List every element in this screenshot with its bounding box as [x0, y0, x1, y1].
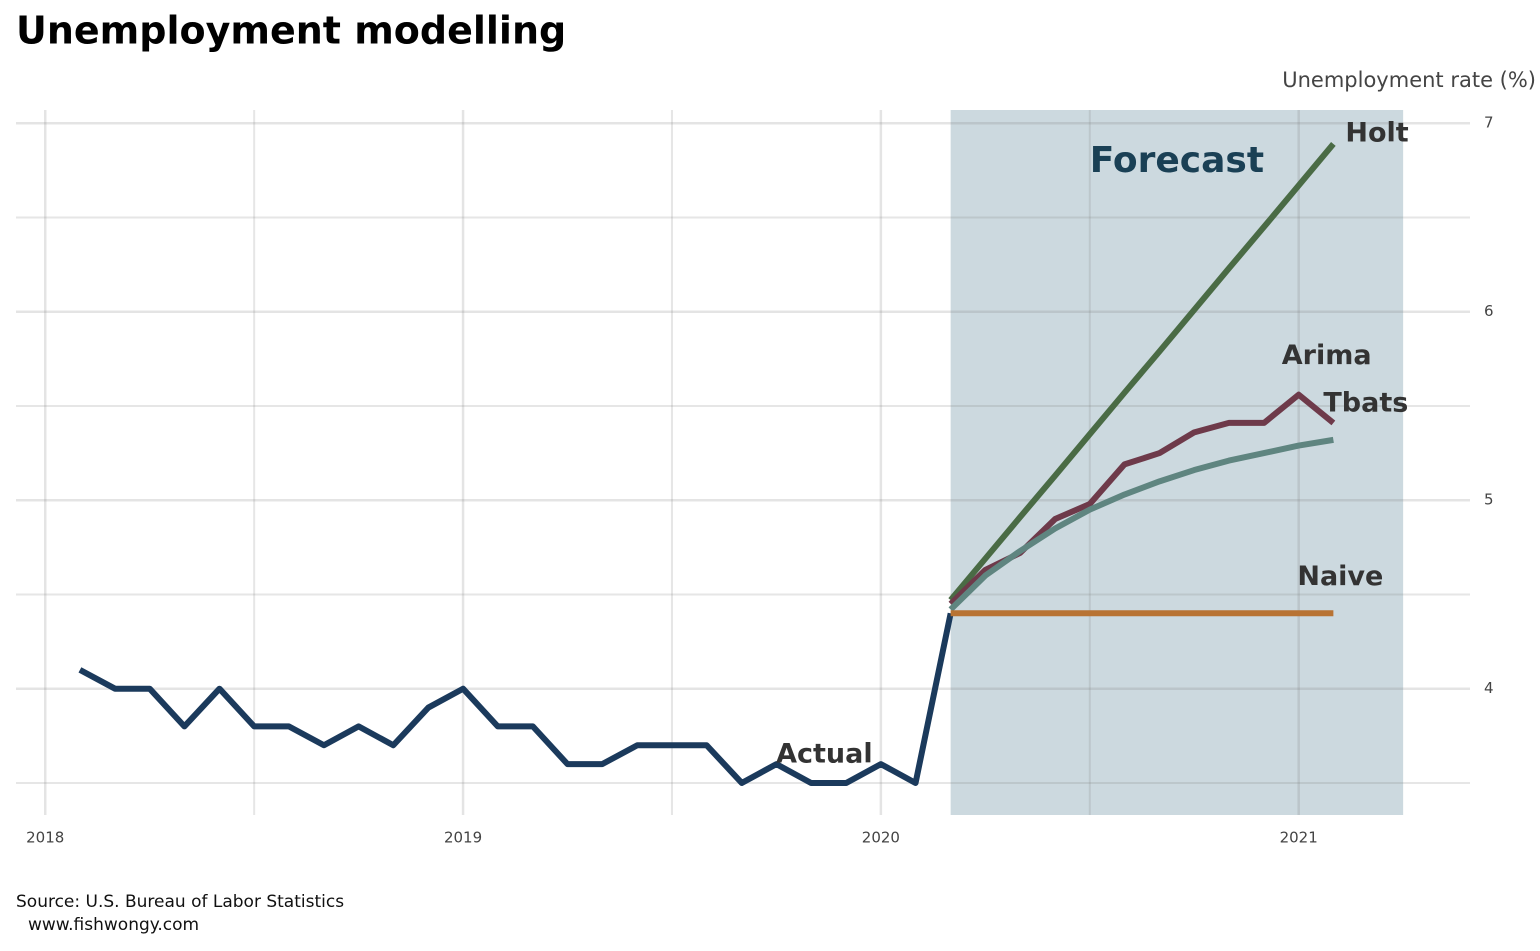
x-tick-label: 2020: [862, 829, 900, 847]
website: www.fishwongy.com: [28, 915, 199, 935]
x-tick-label: 2018: [26, 829, 64, 847]
series-line: [948, 142, 1336, 603]
grid: 4 5 6 7 2018 2019 2020 2021: [16, 110, 1494, 847]
series-line: [948, 436, 1334, 612]
y-tick-label: 5: [1484, 491, 1494, 509]
forecast-region: [950, 110, 1404, 815]
source: Source: U.S. Bureau of Labor Statistics: [16, 892, 344, 912]
y-tick-label: 7: [1484, 114, 1494, 132]
x-tick-label: 2019: [444, 829, 482, 847]
y-tick-label: 6: [1484, 302, 1494, 320]
series-label: Holt: [1345, 117, 1408, 148]
series-label: Naive: [1297, 561, 1383, 592]
series: Actual Holt Arima Tbats Naive: [78, 117, 1409, 786]
series-label: Tbats: [1323, 387, 1408, 418]
forecast-label: Forecast: [1090, 140, 1264, 181]
series-line: [78, 612, 954, 786]
x-tick-label: 2021: [1280, 829, 1318, 847]
chart-title: Unemployment modelling: [16, 9, 566, 53]
series-label: Arima: [1282, 340, 1372, 371]
forecast-layer: Forecast: [950, 110, 1404, 815]
y-tick-label: 4: [1484, 679, 1494, 697]
series-label: Actual: [776, 738, 873, 769]
y-axis-label: Unemployment rate (%): [1282, 68, 1536, 92]
